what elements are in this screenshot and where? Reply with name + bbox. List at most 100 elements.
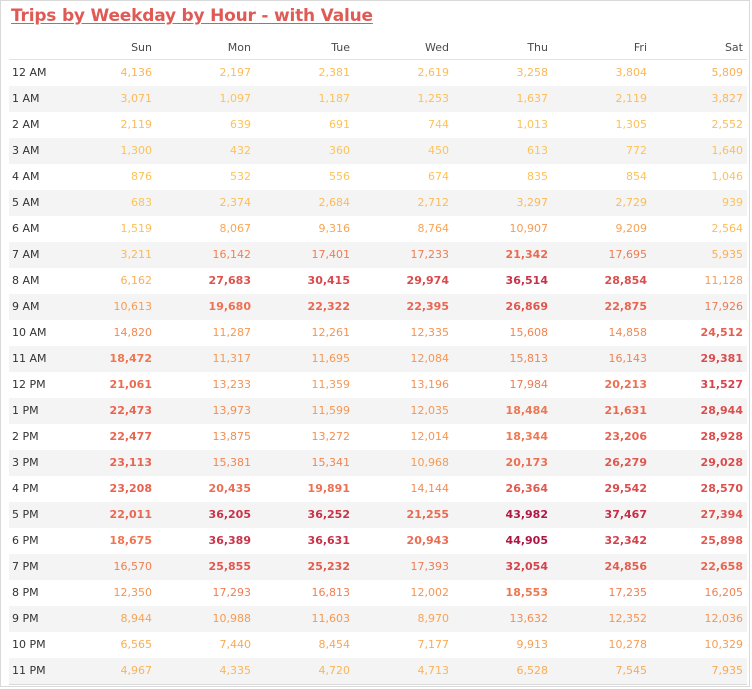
data-cell[interactable]: 683 <box>131 196 152 209</box>
data-cell[interactable]: 17,233 <box>410 248 450 261</box>
data-cell[interactable]: 12,350 <box>113 586 153 599</box>
data-cell[interactable]: 7,935 <box>651 658 747 685</box>
data-cell[interactable]: 9,316 <box>318 222 351 235</box>
data-cell[interactable]: 12,014 <box>410 430 450 443</box>
data-cell[interactable]: 19,891 <box>307 482 350 495</box>
data-cell[interactable]: 28,944 <box>700 404 743 417</box>
data-cell[interactable]: 1,637 <box>516 92 549 105</box>
data-cell[interactable]: 12,035 <box>410 404 450 417</box>
data-cell[interactable]: 9,209 <box>615 222 648 235</box>
data-cell[interactable]: 1,097 <box>219 92 252 105</box>
data-cell[interactable]: 3,297 <box>516 196 549 209</box>
data-cell[interactable]: 23,206 <box>604 430 647 443</box>
data-cell[interactable]: 2,381 <box>318 66 351 79</box>
data-cell[interactable]: 29,381 <box>700 352 743 365</box>
data-cell[interactable]: 5,809 <box>711 66 744 79</box>
data-cell[interactable]: 28,928 <box>700 430 743 443</box>
data-cell[interactable]: 835 <box>527 170 548 183</box>
data-cell[interactable]: 20,173 <box>505 456 548 469</box>
data-cell[interactable]: 744 <box>428 118 449 131</box>
data-cell[interactable]: 17,984 <box>509 378 549 391</box>
data-cell[interactable]: 14,820 <box>113 326 153 339</box>
data-cell[interactable]: 11,695 <box>311 352 351 365</box>
data-cell[interactable]: 18,472 <box>109 352 152 365</box>
data-cell[interactable]: 2,197 <box>219 66 252 79</box>
data-cell[interactable]: 532 <box>230 170 251 183</box>
data-cell[interactable]: 674 <box>428 170 449 183</box>
data-cell[interactable]: 16,205 <box>704 586 744 599</box>
data-cell[interactable]: 16,142 <box>212 248 252 261</box>
data-cell[interactable]: 21,342 <box>505 248 548 261</box>
data-cell[interactable]: 8,454 <box>318 638 351 651</box>
data-cell[interactable]: 25,898 <box>700 534 743 547</box>
data-cell[interactable]: 32,342 <box>604 534 647 547</box>
data-cell[interactable]: 1,253 <box>417 92 450 105</box>
data-cell[interactable]: 432 <box>230 144 251 157</box>
data-cell[interactable]: 31,527 <box>700 378 743 391</box>
data-cell[interactable]: 613 <box>527 144 548 157</box>
data-cell[interactable]: 854 <box>626 170 647 183</box>
data-cell[interactable]: 29,542 <box>604 482 647 495</box>
data-cell[interactable]: 10,988 <box>212 612 252 625</box>
data-cell[interactable]: 10,329 <box>704 638 744 651</box>
data-cell[interactable]: 2,564 <box>711 222 744 235</box>
data-cell[interactable]: 8,067 <box>219 222 252 235</box>
data-cell[interactable]: 25,232 <box>307 560 350 573</box>
data-cell[interactable]: 939 <box>722 196 743 209</box>
data-cell[interactable]: 36,514 <box>505 274 548 287</box>
data-cell[interactable]: 15,813 <box>509 352 549 365</box>
data-cell[interactable]: 22,322 <box>307 300 350 313</box>
data-cell[interactable]: 876 <box>131 170 152 183</box>
data-cell[interactable]: 2,684 <box>318 196 351 209</box>
data-cell[interactable]: 14,858 <box>608 326 648 339</box>
data-cell[interactable]: 25,855 <box>208 560 251 573</box>
data-cell[interactable]: 32,054 <box>505 560 548 573</box>
data-cell[interactable]: 3,258 <box>516 66 549 79</box>
data-cell[interactable]: 13,632 <box>509 612 549 625</box>
data-cell[interactable]: 17,293 <box>212 586 252 599</box>
data-cell[interactable]: 22,658 <box>700 560 743 573</box>
data-cell[interactable]: 1,305 <box>615 118 648 131</box>
data-cell[interactable]: 43,982 <box>505 508 548 521</box>
data-cell[interactable]: 12,002 <box>410 586 450 599</box>
data-cell[interactable]: 556 <box>329 170 350 183</box>
data-cell[interactable]: 17,695 <box>608 248 648 261</box>
data-cell[interactable]: 28,570 <box>700 482 743 495</box>
data-cell[interactable]: 13,973 <box>212 404 252 417</box>
data-cell[interactable]: 13,272 <box>311 430 351 443</box>
data-cell[interactable]: 16,813 <box>311 586 351 599</box>
data-cell[interactable]: 7,545 <box>552 658 651 685</box>
data-cell[interactable]: 7,177 <box>417 638 450 651</box>
data-cell[interactable]: 639 <box>230 118 251 131</box>
data-cell[interactable]: 2,119 <box>120 118 153 131</box>
data-cell[interactable]: 12,036 <box>704 612 744 625</box>
data-cell[interactable]: 17,926 <box>704 300 744 313</box>
data-cell[interactable]: 10,278 <box>608 638 648 651</box>
data-cell[interactable]: 10,968 <box>410 456 450 469</box>
data-cell[interactable]: 3,827 <box>711 92 744 105</box>
data-cell[interactable]: 13,233 <box>212 378 252 391</box>
data-cell[interactable]: 23,113 <box>109 456 152 469</box>
data-cell[interactable]: 3,211 <box>120 248 153 261</box>
data-cell[interactable]: 772 <box>626 144 647 157</box>
data-cell[interactable]: 18,484 <box>505 404 548 417</box>
data-cell[interactable]: 8,764 <box>417 222 450 235</box>
data-cell[interactable]: 24,856 <box>604 560 647 573</box>
data-cell[interactable]: 360 <box>329 144 350 157</box>
data-cell[interactable]: 691 <box>329 118 350 131</box>
data-cell[interactable]: 36,252 <box>307 508 350 521</box>
data-cell[interactable]: 11,128 <box>704 274 744 287</box>
data-cell[interactable]: 17,235 <box>608 586 648 599</box>
data-cell[interactable]: 36,389 <box>208 534 251 547</box>
data-cell[interactable]: 20,943 <box>406 534 449 547</box>
data-cell[interactable]: 17,401 <box>311 248 351 261</box>
data-cell[interactable]: 8,970 <box>417 612 450 625</box>
data-cell[interactable]: 1,187 <box>318 92 351 105</box>
data-cell[interactable]: 15,608 <box>509 326 549 339</box>
chart-title[interactable]: Trips by Weekday by Hour - with Value <box>11 6 373 26</box>
data-cell[interactable]: 20,435 <box>208 482 251 495</box>
data-cell[interactable]: 13,875 <box>212 430 252 443</box>
data-cell[interactable]: 15,341 <box>311 456 351 469</box>
data-cell[interactable]: 450 <box>428 144 449 157</box>
data-cell[interactable]: 21,631 <box>604 404 647 417</box>
